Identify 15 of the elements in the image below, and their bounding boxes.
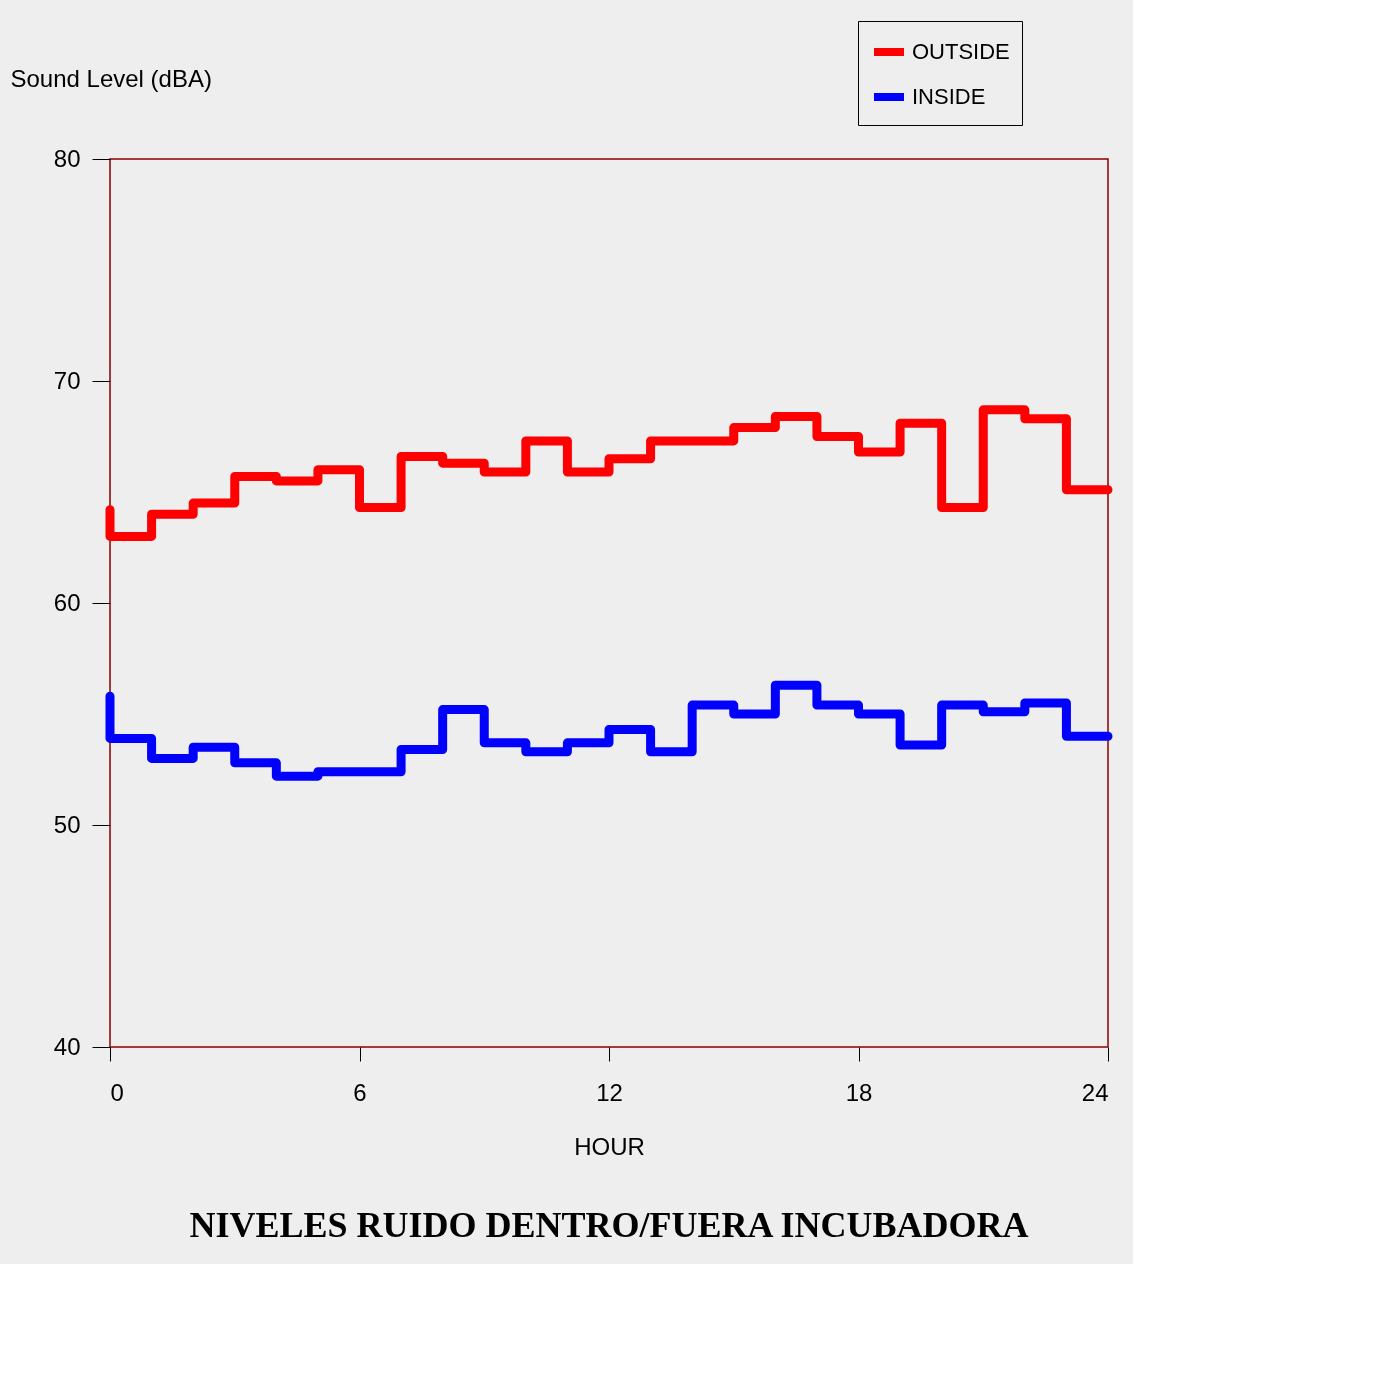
- x-tick-label: 12: [596, 1078, 623, 1106]
- text: NIVELES RUIDO DENTRO/FUERA INCUBADORA: [189, 1205, 1029, 1245]
- x-tick-label: 18: [845, 1078, 873, 1106]
- legend-label: OUTSIDE: [912, 39, 1010, 64]
- x-axis-title: HOUR: [574, 1132, 645, 1160]
- legend-label: INSIDE: [912, 84, 986, 109]
- y-tick-label: 70: [53, 366, 81, 394]
- x-tick-label: 0: [110, 1078, 124, 1106]
- x-tick-label: 24: [1081, 1078, 1109, 1106]
- y-tick-label: 50: [53, 810, 81, 838]
- y-tick-label: 60: [53, 588, 81, 616]
- x-tick-label: 6: [353, 1078, 367, 1106]
- y-tick-label: 40: [53, 1032, 81, 1060]
- y-tick-label: 80: [53, 144, 81, 172]
- y-axis-title: Sound Level (dBA): [10, 64, 212, 92]
